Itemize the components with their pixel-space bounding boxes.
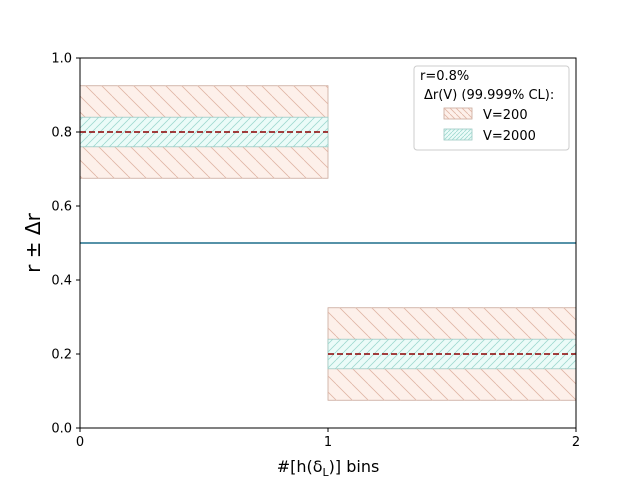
x-tick-label: 2 (572, 435, 580, 450)
y-tick-label: 0.2 (51, 348, 72, 363)
y-tick-label: 0.6 (51, 200, 72, 215)
y-axis-label: r ± Δr (21, 212, 45, 272)
bands-layer (79, 85, 577, 401)
legend-entry-v2000: V=2000 (483, 129, 536, 144)
x-tick-label: 0 (76, 435, 84, 450)
lines-layer (80, 131, 576, 355)
y-tick-label: 1.0 (51, 52, 72, 67)
legend-title-line1: r=0.8% (420, 69, 469, 84)
x-axis: 0 1 2 (76, 428, 580, 450)
legend: r=0.8% Δr(V) (99.999% CL): V=200 V=2000 (413, 65, 570, 151)
legend-entry-v200: V=200 (483, 108, 528, 123)
legend-swatch-v2000-hatch (444, 129, 472, 140)
y-tick-label: 0.8 (51, 126, 72, 141)
x-tick-label: 1 (324, 435, 332, 450)
y-axis: 0.0 0.2 0.4 0.6 0.8 1.0 (51, 52, 80, 437)
x-axis-label: #[h(δL)] bins (277, 457, 380, 479)
legend-swatch-v200-hatch (444, 108, 472, 119)
y-tick-label: 0.0 (51, 422, 72, 437)
legend-title-line2: Δr(V) (99.999% CL): (424, 88, 554, 103)
y-tick-label: 0.4 (51, 274, 72, 289)
